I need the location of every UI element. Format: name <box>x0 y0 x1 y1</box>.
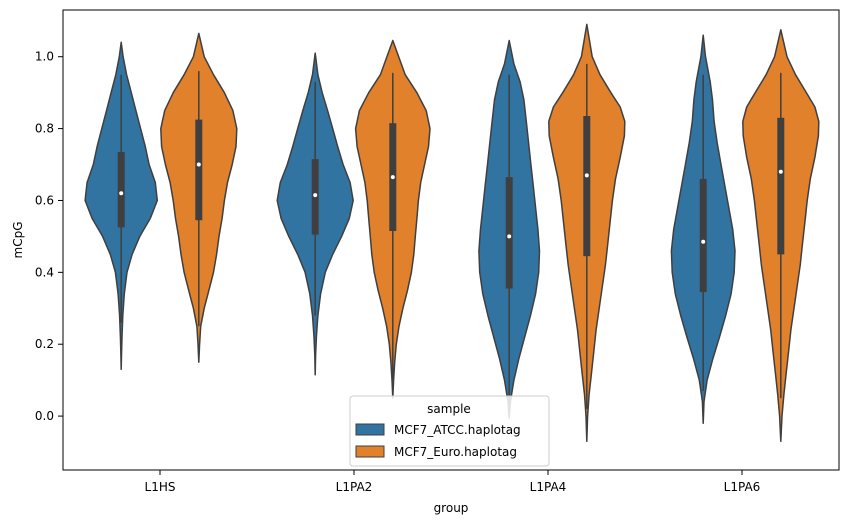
violin-atcc-l1pa6-iqr-box <box>699 178 707 293</box>
y-axis: 0.0 0.2 0.4 0.6 0.8 1.0 <box>35 50 63 423</box>
legend-label-euro: MCF7_Euro.haplotag <box>394 445 517 459</box>
legend-label-atcc: MCF7_ATCC.haplotag <box>394 423 521 437</box>
legend-box <box>349 395 550 467</box>
x-tick-label-0: L1HS <box>145 480 176 494</box>
legend-swatch-atcc <box>355 423 385 436</box>
violin-atcc-l1pa2-median <box>313 193 318 198</box>
x-axis: L1HS L1PA2 L1PA4 L1PA6 <box>145 470 761 494</box>
x-axis-label: group <box>434 501 469 515</box>
legend-swatch-euro <box>355 445 385 458</box>
legend: sample MCF7_ATCC.haplotag MCF7_Euro.hapl… <box>349 395 550 467</box>
violin-euro-l1pa6-median <box>778 169 783 174</box>
violin-euro-l1hs-iqr-box <box>195 119 203 221</box>
violin-layer <box>84 23 820 443</box>
violin-euro-l1pa6-iqr-box <box>777 117 785 255</box>
y-tick-label-4: 0.8 <box>35 122 54 136</box>
y-axis-label: mCpG <box>11 222 25 259</box>
violin-atcc-l1pa4-median <box>507 234 512 239</box>
y-tick-label-2: 0.4 <box>35 265 54 279</box>
violin-euro-l1pa2-median <box>390 175 395 180</box>
violin-atcc-l1hs-iqr-box <box>117 151 125 228</box>
x-tick-label-2: L1PA4 <box>530 480 567 494</box>
plot-frame <box>62 9 840 471</box>
y-tick-label-3: 0.6 <box>35 193 54 207</box>
violin-euro-l1hs-median <box>196 162 201 167</box>
violin-euro-l1pa4-median <box>584 173 589 178</box>
x-tick-label-3: L1PA6 <box>724 480 761 494</box>
violin-atcc-l1pa4-iqr-box <box>505 177 513 289</box>
violin-euro-l1pa4-iqr-box <box>583 116 591 257</box>
legend-title: sample <box>427 402 471 416</box>
y-tick-label-5: 1.0 <box>35 50 54 64</box>
violin-atcc-l1pa6-median <box>701 239 706 244</box>
y-tick-label-1: 0.2 <box>35 337 54 351</box>
x-tick-label-1: L1PA2 <box>336 480 373 494</box>
violin-atcc-l1hs-median <box>119 191 124 196</box>
y-tick-label-0: 0.0 <box>35 409 54 423</box>
